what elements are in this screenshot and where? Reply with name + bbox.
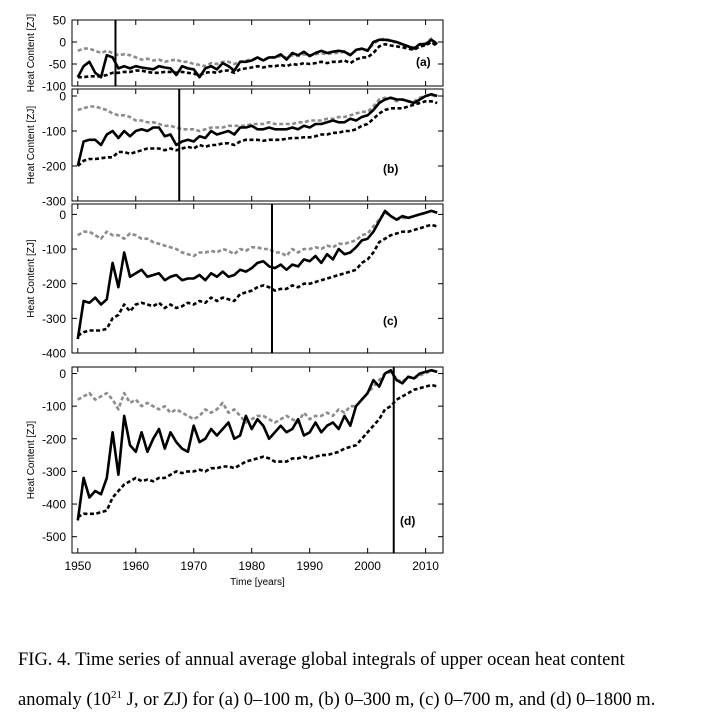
y-tick-label: -300 <box>42 195 66 209</box>
y-tick-label: 0 <box>59 367 66 381</box>
y-tick-label: -100 <box>42 243 66 257</box>
panel-a-frame <box>71 19 444 87</box>
panel-a-ylabel: Heat Content [ZJ] <box>26 14 37 93</box>
caption-text-2b: J, or ZJ) for (a) 0–100 m, (b) 0–300 m, … <box>122 690 656 710</box>
y-tick-label: 0 <box>59 36 66 50</box>
x-axis-label: Time [years] <box>230 577 285 588</box>
y-tick-label: -100 <box>42 125 66 139</box>
y-tick-label: -400 <box>42 347 66 361</box>
caption-text-2a: anomaly (10 <box>18 690 111 710</box>
y-tick-label: -100 <box>42 80 66 94</box>
panel-a-series-2-line <box>77 40 438 79</box>
panel-b-ylabel: Heat Content [ZJ] <box>26 106 37 185</box>
y-tick-label: 0 <box>59 208 66 222</box>
panel-b-series-1-line <box>77 93 438 133</box>
y-tick-label: -400 <box>42 498 66 512</box>
x-tick-label: 1990 <box>296 559 323 573</box>
panel-d-series-1-line <box>77 368 438 424</box>
panel-b-frame <box>71 88 444 202</box>
panel-b-label: (b) <box>383 162 398 176</box>
panel-b-series-2-line <box>76 100 438 167</box>
panel-a-series-0-line <box>76 38 438 79</box>
panel-d-frame <box>71 366 444 554</box>
x-tick-label: 1960 <box>122 559 149 573</box>
y-tick-label: -500 <box>42 530 66 544</box>
panel-a-series-1-line <box>77 37 439 68</box>
caption-text-1: FIG. 4. Time series of annual average gl… <box>18 650 625 670</box>
panel-a: 50 0 -50 -100 Heat Content [ZJ] (a) <box>26 14 444 94</box>
panel-a-label: (a) <box>416 55 431 69</box>
figure-caption-line-2: anomaly (1021 J, or ZJ) for (a) 0–100 m,… <box>18 688 708 711</box>
y-tick-label: -300 <box>42 312 66 326</box>
panel-b-series-0-line <box>76 93 438 167</box>
figure-caption-line-1: FIG. 4. Time series of annual average gl… <box>18 650 708 671</box>
panel-c-label: (c) <box>383 314 398 328</box>
panel-c-series-0-line <box>76 209 438 340</box>
panel-c-frame <box>71 203 444 354</box>
panel-c-series-2-line <box>77 223 438 337</box>
panel-c-series-1-line <box>77 209 438 258</box>
y-tick-label: 0 <box>59 90 66 104</box>
panel-d-series-0-line <box>76 368 438 521</box>
y-tick-label: -100 <box>42 400 66 414</box>
y-tick-label: -200 <box>42 432 66 446</box>
panel-c: 0 -100 -200 -300 -400 Heat Content [ZJ] (c) <box>26 203 444 361</box>
y-tick-label: -50 <box>49 58 67 72</box>
panel-b: 0 -100 -200 -300 Heat Content [ZJ] (b) <box>26 88 444 209</box>
y-tick-label: -200 <box>42 160 66 174</box>
x-tick-label: 1950 <box>64 559 91 573</box>
y-tick-label: -200 <box>42 277 66 291</box>
caption-exponent: 21 <box>111 688 122 701</box>
y-tick-label: 50 <box>53 14 67 28</box>
panel-d-ylabel: Heat Content [ZJ] <box>26 421 37 500</box>
x-tick-label: 1980 <box>238 559 265 573</box>
x-tick-label: 1970 <box>180 559 207 573</box>
panel-c-ylabel: Heat Content [ZJ] <box>26 239 37 318</box>
panel-d: 0 -100 -200 -300 -400 -500 Heat Content [ZJ] (d… <box>26 366 444 554</box>
x-tick-label: 2010 <box>412 559 439 573</box>
panel-d-label: (d) <box>400 514 415 528</box>
panel-d-series-2-line <box>77 383 438 519</box>
x-tick-label: 2000 <box>354 559 381 573</box>
y-tick-label: -300 <box>42 465 66 479</box>
